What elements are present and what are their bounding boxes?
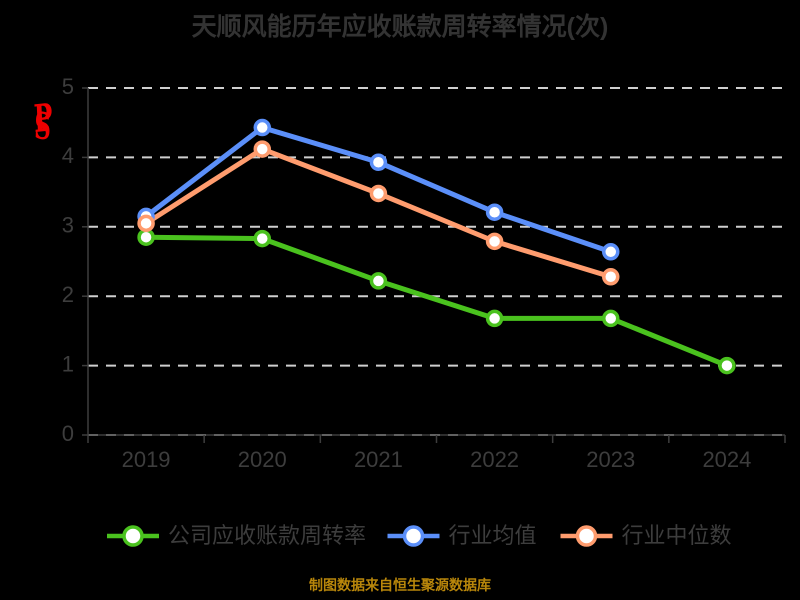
data-point-marker[interactable] xyxy=(253,140,271,158)
data-point-marker[interactable] xyxy=(369,184,388,203)
data-point-marker[interactable] xyxy=(485,309,504,328)
x-tick-label: 2023 xyxy=(586,447,635,472)
series-lines-group xyxy=(143,125,730,369)
chart-title: 天顺风能历年应收账款周转率情况(次) xyxy=(191,13,609,41)
chart-legend[interactable]: 公司应收账款周转率 行业均值 行业中位数 xyxy=(107,523,732,548)
data-point-marker[interactable] xyxy=(253,229,271,248)
x-tick-label: 2024 xyxy=(702,447,751,472)
y-tick-label: 3 xyxy=(62,213,74,238)
y-tick-label: 0 xyxy=(62,421,74,446)
legend-item[interactable]: 行业中位数 xyxy=(560,523,732,548)
x-tick-label: 2022 xyxy=(470,447,519,472)
x-tick-marks-group xyxy=(87,435,786,443)
data-point-marker[interactable] xyxy=(137,228,155,246)
legend-item-label: 公司应收账款周转率 xyxy=(168,523,366,548)
legend-item-label: 行业均值 xyxy=(449,523,537,548)
x-tick-label: 2021 xyxy=(354,447,403,472)
legend-marker-swatch xyxy=(122,525,144,547)
data-point-marker[interactable] xyxy=(137,214,155,233)
data-point-marker[interactable] xyxy=(718,356,736,375)
data-point-marker[interactable] xyxy=(369,272,388,290)
legend-item-label: 行业中位数 xyxy=(622,523,732,548)
footer-source-note: 制图数据来自恒生聚源数据库 xyxy=(309,577,491,593)
data-point-marker[interactable] xyxy=(253,118,271,137)
legend-item[interactable]: 行业均值 xyxy=(387,523,537,548)
series-line xyxy=(143,234,730,369)
gridlines-group xyxy=(82,87,785,436)
y-tick-label: 1 xyxy=(62,351,74,376)
y-tick-label: 5 xyxy=(62,74,74,99)
axes-group xyxy=(87,88,785,436)
series-markers-group xyxy=(137,118,736,375)
data-point-marker[interactable] xyxy=(485,203,504,221)
x-tick-labels-group: 2019 2020 2021 2022 2023 2024 xyxy=(122,447,752,472)
x-tick-label: 2020 xyxy=(238,447,287,472)
y-tick-label: 2 xyxy=(62,282,74,307)
y-tick-labels-group: 0 1 2 3 4 5 xyxy=(62,74,74,446)
y-tick-label: 4 xyxy=(62,143,74,168)
data-point-marker[interactable] xyxy=(602,268,620,286)
data-point-marker[interactable] xyxy=(602,243,620,261)
legend-marker-swatch xyxy=(402,525,425,547)
data-point-marker[interactable] xyxy=(485,232,504,251)
data-point-marker[interactable] xyxy=(369,153,388,172)
legend-item[interactable]: 公司应收账款周转率 xyxy=(107,523,366,548)
data-point-marker[interactable] xyxy=(602,309,620,328)
legend-marker-swatch xyxy=(575,525,598,547)
x-tick-label: 2019 xyxy=(122,447,171,472)
